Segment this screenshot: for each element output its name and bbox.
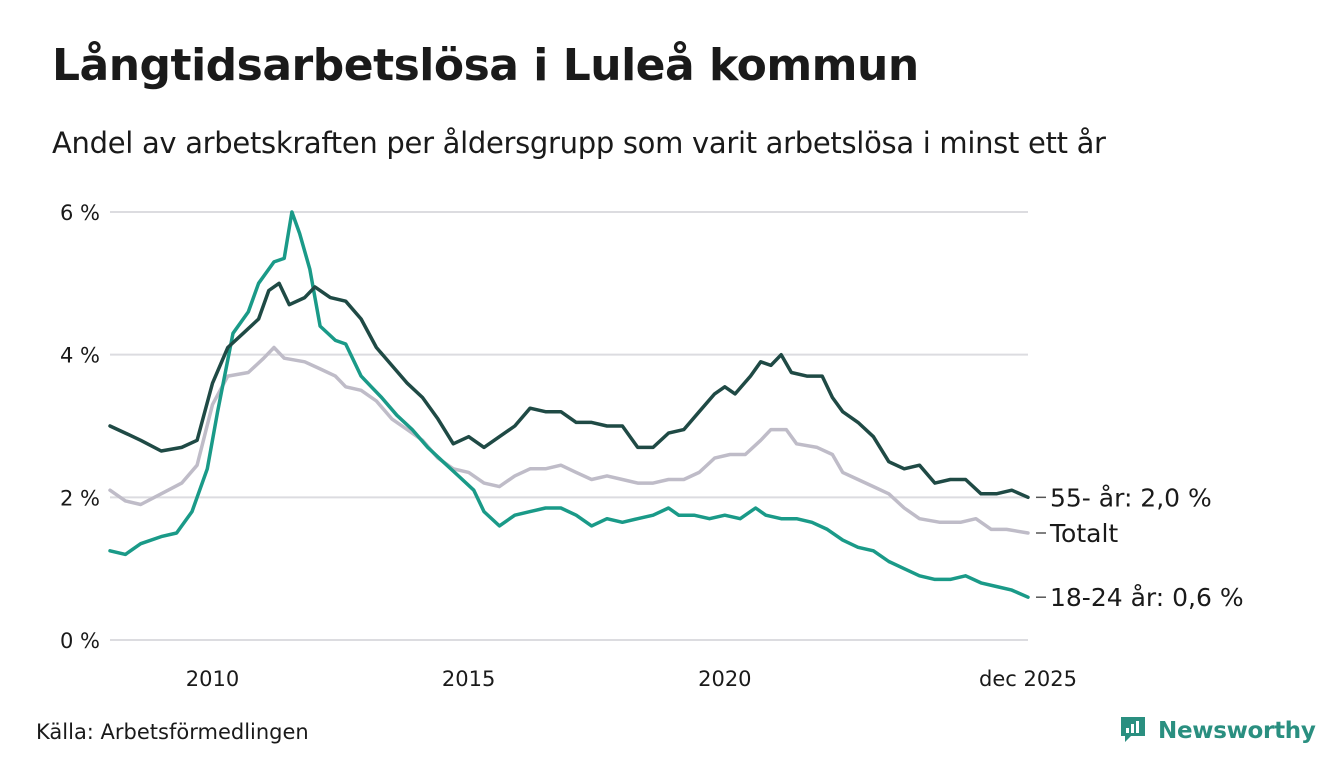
y-tick-label: 0 % [60, 629, 100, 653]
page-title: Långtidsarbetslösa i Luleå kommun [52, 40, 919, 91]
line-chart: 0 % 2 % 4 % 6 % 2010 2015 2020 dec 2025 55- år… [60, 201, 1244, 691]
series-end-label: 55- år: 2,0 % [1050, 483, 1212, 512]
x-tick-label: 2020 [698, 667, 751, 691]
y-tick-label: 4 % [60, 344, 100, 368]
series-line-55-r [108, 281, 1030, 500]
series-line-totalt [108, 345, 1030, 535]
x-tick-label: 2010 [186, 667, 239, 691]
newsworthy-logo-icon [1118, 714, 1148, 748]
x-tick-label: dec 2025 [979, 667, 1077, 691]
brand-name: Newsworthy [1158, 718, 1316, 744]
gridlines [110, 211, 1028, 641]
series-end-label: Totalt [1049, 519, 1118, 548]
series-end-labels: 55- år: 2,0 % Totalt 18-24 år: 0,6 % [1036, 483, 1244, 612]
series-lines [108, 210, 1030, 599]
series-end-label: 18-24 år: 0,6 % [1050, 583, 1244, 612]
y-tick-label: 2 % [60, 486, 100, 510]
series-line-18-24-r [108, 210, 1030, 599]
chart-subtitle: Andel av arbetskraften per åldersgrupp s… [52, 126, 1106, 160]
x-axis-ticks: 2010 2015 2020 dec 2025 [186, 667, 1077, 691]
brand-logo[interactable]: Newsworthy [1118, 714, 1316, 748]
source-note: Källa: Arbetsförmedlingen [36, 720, 309, 744]
x-tick-label: 2015 [442, 667, 495, 691]
y-axis-ticks: 0 % 2 % 4 % 6 % [60, 201, 100, 653]
y-tick-label: 6 % [60, 201, 100, 225]
